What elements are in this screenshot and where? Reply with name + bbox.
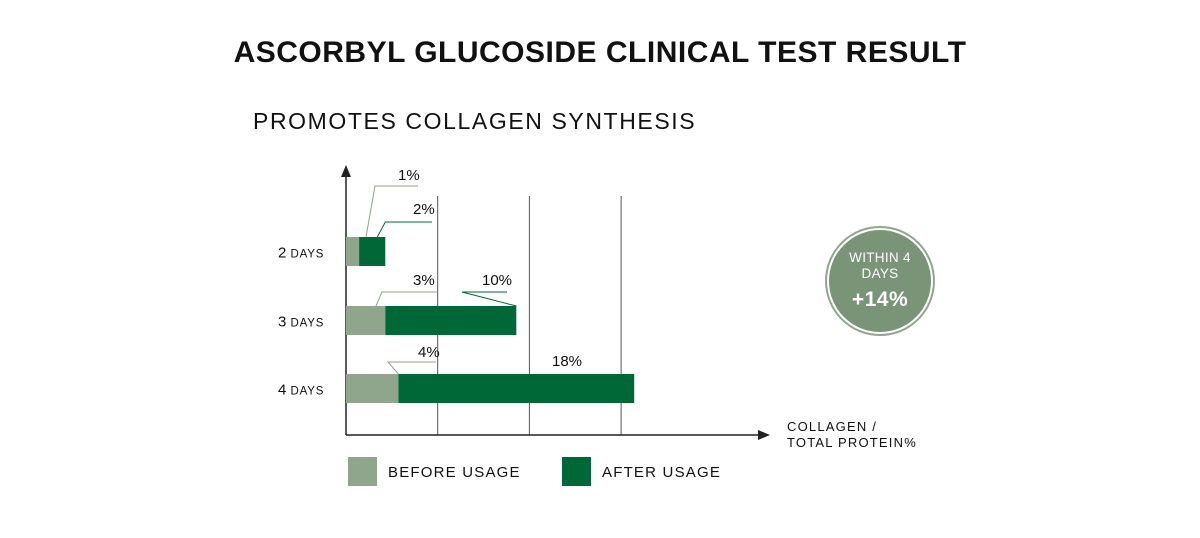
legend-label-after: AFTER USAGE	[602, 464, 721, 481]
category-label: 4 DAYS	[278, 382, 324, 399]
chart-title: ASCORBYL GLUCOSIDE CLINICAL TEST RESULT	[233, 36, 967, 69]
category-label: 3 DAYS	[278, 314, 324, 331]
leader-line-before	[365, 185, 418, 238]
chart-subtitle: PROMOTES COLLAGEN SYNTHESIS	[253, 108, 697, 134]
bar-after-usage	[385, 306, 517, 335]
badge-text: WITHIN 4 DAYS	[849, 250, 911, 281]
bar-before-usage	[346, 306, 386, 335]
leader-line-before	[375, 291, 437, 307]
bar-before-usage	[346, 374, 399, 403]
bar-after-usage	[359, 237, 386, 266]
data-label-after: 18%	[552, 353, 582, 370]
data-label-after: 2%	[413, 201, 435, 218]
legend-label-before: BEFORE USAGE	[388, 464, 521, 481]
leader-line-before	[386, 361, 436, 375]
data-label-before: 3%	[413, 272, 435, 289]
x-axis-arrow	[758, 430, 770, 440]
legend-swatch-before	[348, 457, 377, 486]
bar-before-usage	[346, 237, 360, 266]
leader-line-after	[376, 221, 432, 238]
category-label: 2 DAYS	[278, 245, 324, 262]
leader-line-after	[461, 291, 517, 307]
data-label-before: 4%	[418, 344, 440, 361]
bar-after-usage	[398, 374, 635, 403]
x-axis-label: TOTAL PROTEIN%	[787, 435, 917, 450]
y-axis-arrow	[341, 165, 351, 177]
x-axis-label: COLLAGEN /	[787, 419, 877, 434]
badge-value: +14%	[851, 288, 909, 311]
result-badge: WITHIN 4 DAYS +14%	[829, 230, 931, 332]
data-label-after: 10%	[482, 272, 512, 289]
legend-swatch-after	[562, 457, 591, 486]
data-label-before: 1%	[398, 167, 420, 184]
